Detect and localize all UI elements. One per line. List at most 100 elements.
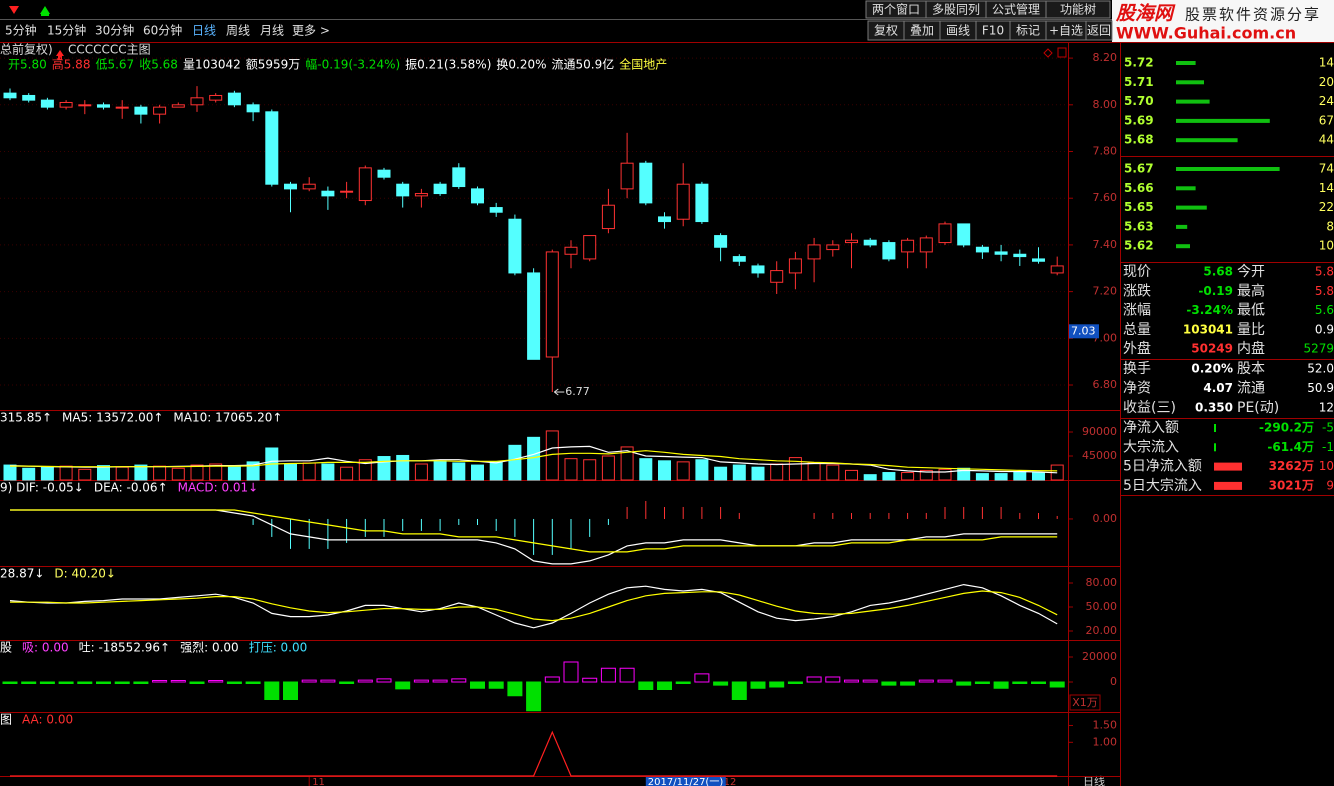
flow-bar: [1031, 681, 1046, 684]
flow-bar: [395, 681, 411, 690]
y-tick-label: 8.00: [1093, 98, 1118, 111]
toolbar-button-label[interactable]: 标记: [1016, 24, 1040, 38]
chart-icon[interactable]: [1043, 48, 1053, 58]
volume-bar: [1032, 472, 1045, 481]
book-volume: 44: [1319, 133, 1334, 147]
period-tab[interactable]: 周线: [226, 24, 250, 38]
flow-bar: [58, 681, 74, 684]
annotation-arrow: [554, 388, 559, 396]
toolbar-button-label[interactable]: 复权: [874, 24, 898, 38]
flow-bar: [918, 679, 934, 683]
menu-button-label[interactable]: 两个窗口: [872, 3, 920, 17]
menu-button-label[interactable]: 功能树: [1060, 2, 1096, 17]
volume-bar: [732, 464, 746, 481]
frame-line: [0, 42, 1334, 43]
candle-body: [751, 265, 765, 274]
section-divider: [1121, 495, 1334, 496]
quote-label: 换手: [1123, 360, 1151, 377]
menu-icon[interactable]: [40, 6, 50, 14]
flow-bar: [133, 681, 149, 684]
book-price: 5.65: [1124, 200, 1154, 214]
flow-bar: [806, 676, 822, 683]
toolbar-button-label[interactable]: 叠加: [910, 24, 934, 38]
flow-bar: [600, 667, 616, 683]
menu-button-label[interactable]: 多股同列: [932, 3, 980, 17]
quote-value: 52.0: [1307, 362, 1334, 376]
volume-bar: [601, 455, 615, 481]
volume-bar: [433, 460, 447, 481]
flow-bar: [526, 681, 542, 712]
cursor-date: 2017/11/27(一): [648, 777, 724, 786]
period-tab[interactable]: 15分钟: [47, 23, 86, 38]
toolbar-button-label[interactable]: 画线: [946, 24, 970, 38]
candle-body: [658, 216, 671, 223]
volume-bar: [396, 454, 410, 481]
book-volume: 24: [1319, 94, 1334, 108]
low-annotation: 6.77: [565, 385, 590, 398]
book-price: 5.70: [1124, 94, 1154, 108]
line-series: [9, 583, 1058, 629]
period-tab[interactable]: 月线: [260, 24, 284, 38]
book-volume-bar: [1176, 138, 1238, 143]
volume-bar: [153, 465, 167, 481]
flow-value: -290.2万: [1259, 421, 1314, 435]
volume-bar: [134, 464, 148, 481]
quote-label: 最低: [1237, 303, 1265, 319]
candle-body: [489, 207, 503, 213]
flow-bar: [787, 681, 803, 684]
frame-line: [1068, 42, 1069, 786]
menu-divider: [0, 19, 1112, 20]
period-tab[interactable]: 30分钟: [95, 23, 134, 38]
y-tick-label: 50.00: [1086, 600, 1118, 613]
menu-button-label[interactable]: 公式管理: [992, 2, 1040, 17]
flow-value: 3021万: [1269, 478, 1314, 492]
volume-bar: [676, 461, 690, 481]
flow-indicator: [1214, 462, 1242, 471]
candle-body: [227, 92, 241, 106]
toolbar-button-label[interactable]: F10: [982, 24, 1004, 38]
x-tick-label: 11: [312, 777, 325, 786]
quote-label: 外盘: [1123, 340, 1151, 357]
flow-bar: [96, 681, 111, 684]
quote-label: 内盘: [1237, 340, 1265, 357]
period-tab[interactable]: 5分钟: [5, 23, 37, 38]
price-info: 收5.68: [139, 58, 178, 72]
chart-title: CCCCCCC主图: [68, 43, 151, 57]
chart-icon[interactable]: [1057, 47, 1067, 58]
candle-body: [284, 183, 297, 190]
quote-value: 0.20%: [1191, 362, 1233, 376]
menu-icon[interactable]: [9, 6, 19, 14]
flow-label: 大宗流入: [1123, 439, 1179, 455]
toolbar-button-label[interactable]: 返回: [1087, 24, 1111, 38]
period-tab[interactable]: 更多 >: [292, 24, 330, 38]
volume-bar: [863, 474, 877, 481]
book-volume-bar: [1176, 118, 1270, 123]
y-tick-label: 80.00: [1086, 576, 1118, 589]
book-volume: 14: [1319, 181, 1334, 195]
volume-bar: [489, 461, 503, 481]
toolbar-button-label[interactable]: +自选: [1049, 24, 1083, 38]
volume-bar: [770, 463, 784, 481]
cursor-price-box: [1069, 324, 1099, 339]
price-info: 开5.80: [8, 58, 47, 72]
candle-body: [134, 106, 148, 115]
panel-legend: 图: [0, 713, 12, 727]
flow-value: 9: [1326, 478, 1334, 492]
panel-legend: 吐: -18552.96↑: [79, 641, 171, 655]
toolbar-button[interactable]: [1085, 20, 1113, 41]
volume-bar: [901, 472, 915, 481]
period-tab[interactable]: 日线: [192, 24, 216, 38]
price-info: 幅-0.19(-3.24%): [305, 57, 400, 72]
unit-box: [1069, 694, 1101, 711]
volume-bar: [564, 458, 578, 481]
candle-body: [788, 258, 802, 274]
flow-bar: [152, 680, 168, 683]
period-tab[interactable]: 60分钟: [143, 23, 182, 38]
menu-button[interactable]: [1045, 0, 1111, 19]
flow-bar: [1049, 681, 1065, 688]
unit-label: X1万: [1072, 696, 1098, 709]
volume-bar: [321, 463, 335, 481]
panel-legend: DEA: -0.06↑: [94, 481, 168, 495]
quote-label: 总量: [1123, 322, 1151, 338]
